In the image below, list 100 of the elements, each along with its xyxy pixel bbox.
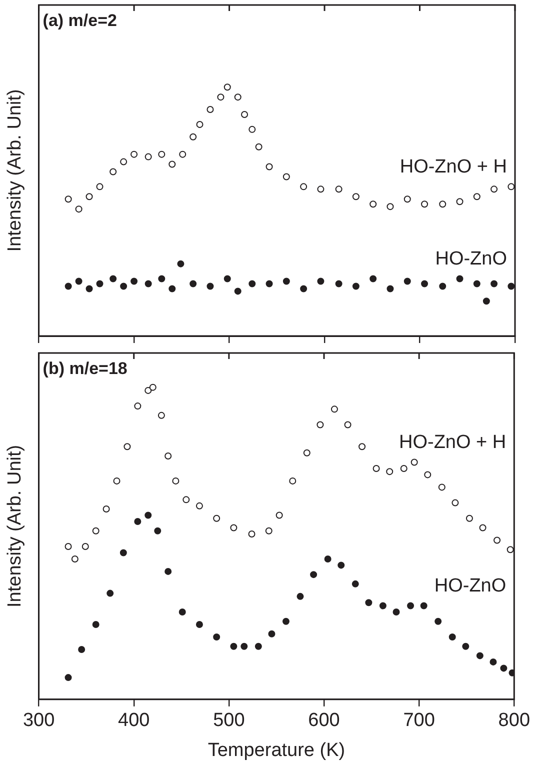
point bbox=[234, 94, 242, 101]
point bbox=[248, 280, 256, 288]
point bbox=[178, 608, 186, 616]
point bbox=[276, 512, 283, 519]
point bbox=[134, 518, 142, 526]
point bbox=[421, 280, 428, 288]
point bbox=[421, 200, 428, 208]
chart-title: (a) m/e=2 bbox=[42, 11, 117, 30]
point bbox=[508, 669, 514, 676]
point bbox=[120, 158, 128, 166]
point bbox=[64, 674, 72, 682]
point bbox=[248, 530, 256, 538]
point bbox=[158, 150, 166, 158]
point bbox=[352, 282, 360, 290]
point bbox=[230, 642, 238, 650]
point bbox=[206, 282, 214, 290]
point bbox=[241, 111, 248, 118]
x-tick-label: 800 bbox=[498, 710, 530, 732]
point bbox=[352, 580, 359, 588]
point bbox=[344, 421, 352, 428]
point bbox=[64, 196, 72, 203]
point bbox=[300, 285, 308, 292]
point bbox=[168, 285, 176, 292]
point bbox=[500, 664, 508, 672]
point bbox=[120, 282, 128, 290]
point bbox=[330, 406, 338, 413]
point bbox=[248, 126, 256, 133]
x-tick-label: 700 bbox=[403, 710, 435, 732]
point bbox=[144, 153, 152, 160]
point bbox=[130, 278, 138, 285]
y-axis-title: Intensity (Arb. Unit) bbox=[4, 89, 26, 252]
point bbox=[282, 278, 290, 285]
point bbox=[234, 288, 242, 295]
point bbox=[508, 183, 515, 190]
point bbox=[386, 203, 394, 210]
point bbox=[300, 183, 308, 190]
point bbox=[317, 186, 324, 193]
point bbox=[476, 652, 484, 660]
point bbox=[420, 602, 428, 610]
point bbox=[92, 527, 100, 534]
point bbox=[410, 458, 418, 466]
point bbox=[224, 275, 231, 282]
point bbox=[120, 549, 127, 556]
point bbox=[266, 163, 273, 170]
point bbox=[372, 464, 380, 472]
point bbox=[407, 602, 414, 610]
point bbox=[158, 412, 165, 419]
point bbox=[164, 452, 172, 460]
point bbox=[230, 524, 238, 532]
point bbox=[466, 514, 473, 522]
point bbox=[196, 120, 204, 128]
point bbox=[92, 621, 100, 628]
series-label: HO-ZnO + H bbox=[400, 156, 507, 178]
point bbox=[386, 468, 394, 476]
series-label: HO-ZnO bbox=[435, 248, 507, 270]
point bbox=[282, 173, 290, 180]
point bbox=[113, 477, 120, 484]
point bbox=[316, 421, 324, 428]
point bbox=[317, 278, 324, 285]
point bbox=[190, 280, 197, 288]
point bbox=[296, 592, 304, 600]
point bbox=[110, 275, 117, 282]
point bbox=[452, 499, 459, 506]
point bbox=[265, 527, 272, 534]
point bbox=[386, 285, 394, 292]
point bbox=[124, 443, 131, 450]
chart-title: (b) m/e=18 bbox=[42, 359, 128, 378]
point bbox=[338, 562, 345, 569]
point bbox=[370, 275, 377, 282]
point bbox=[448, 633, 456, 640]
point bbox=[490, 186, 498, 193]
point bbox=[404, 196, 411, 203]
point bbox=[96, 280, 104, 288]
x-tick-label: 300 bbox=[22, 710, 55, 732]
point bbox=[172, 477, 180, 484]
point bbox=[168, 160, 176, 168]
point bbox=[404, 278, 411, 285]
point bbox=[213, 514, 220, 522]
point bbox=[154, 527, 162, 534]
point bbox=[130, 150, 138, 158]
point bbox=[456, 198, 464, 206]
series-label: HO-ZnO + H bbox=[398, 432, 506, 453]
point bbox=[179, 150, 186, 158]
point bbox=[303, 449, 310, 456]
point bbox=[78, 646, 86, 653]
point bbox=[75, 206, 82, 213]
point bbox=[255, 143, 262, 150]
point bbox=[75, 278, 82, 285]
point bbox=[289, 477, 296, 484]
point bbox=[508, 282, 515, 290]
point bbox=[462, 642, 470, 650]
y-axis-title: Intensity (Arb. Unit) bbox=[4, 444, 26, 608]
point bbox=[379, 602, 386, 610]
point bbox=[64, 542, 72, 550]
point bbox=[310, 571, 318, 578]
point bbox=[439, 282, 446, 290]
point bbox=[358, 443, 366, 450]
point bbox=[324, 555, 332, 562]
point bbox=[96, 183, 104, 190]
point bbox=[224, 84, 231, 91]
